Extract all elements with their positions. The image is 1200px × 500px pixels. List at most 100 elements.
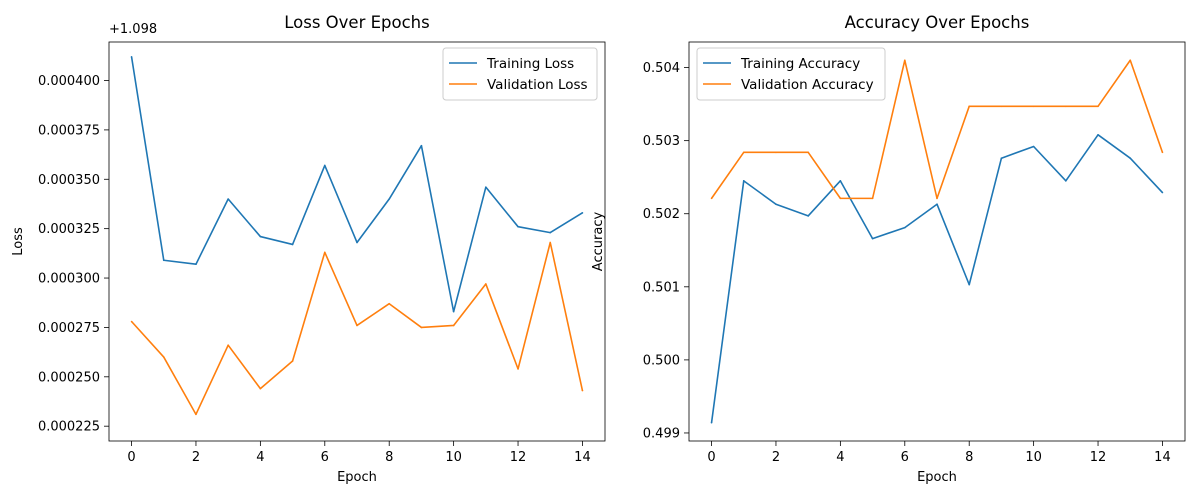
- chart1-data-point-training-accuracy: [807, 215, 809, 217]
- chart0-y-tick-label: 0.000375: [38, 123, 100, 138]
- chart0-y-tick-label: 0.000250: [38, 370, 100, 385]
- chart1-data-point-training-accuracy: [1000, 157, 1003, 159]
- chart1-y-tick-label: 0.503: [643, 134, 680, 149]
- chart1-data-point-validation-accuracy: [903, 59, 906, 62]
- chart0-data-point-training-loss: [420, 144, 423, 147]
- chart0-axes-frame: [108, 41, 606, 442]
- chart1-data-point-validation-accuracy: [1161, 151, 1164, 154]
- chart1-series-line-training-accuracy: [710, 134, 1164, 423]
- chart1-data-point-training-accuracy: [1032, 145, 1035, 148]
- chart1-data-point-training-accuracy: [1129, 157, 1132, 159]
- chart0-data-point-training-loss: [130, 56, 133, 58]
- chart0-data-point-training-loss: [517, 225, 519, 228]
- chart1-y-tick-label: 0.504: [643, 61, 680, 76]
- chart1-data-point-training-accuracy: [1161, 191, 1164, 194]
- chart1-data-point-validation-accuracy: [710, 197, 713, 200]
- chart0-data-point-training-loss: [581, 212, 584, 214]
- chart1-data-point-training-accuracy: [936, 203, 938, 206]
- chart0-y-axis-label: Loss: [11, 227, 26, 256]
- chart0-data-point-validation-loss: [388, 302, 391, 305]
- chart0-data-point-training-loss: [259, 235, 262, 238]
- chart0-data-point-validation-loss: [227, 344, 229, 347]
- chart1-data-point-training-accuracy: [839, 180, 842, 182]
- chart1-data-point-validation-accuracy: [936, 197, 938, 200]
- chart1-data-point-validation-accuracy: [968, 105, 971, 108]
- chart1-x-tick-label: 0: [707, 450, 715, 465]
- chart0-data-point-training-loss: [549, 231, 552, 234]
- chart1-data-point-validation-accuracy: [1032, 105, 1035, 108]
- chart0-x-tick-label: 4: [256, 450, 264, 465]
- chart0-x-tick-label: 2: [192, 450, 200, 465]
- chart1-legend-label-validation-accuracy: Validation Accuracy: [741, 77, 874, 93]
- chart0-x-tick-label: 8: [385, 450, 393, 465]
- chart0-data-point-validation-loss: [323, 251, 326, 254]
- chart0-data-point-validation-loss: [420, 326, 423, 329]
- chart0-x-tick-label: 6: [321, 450, 329, 465]
- chart0-data-point-training-loss: [291, 243, 294, 246]
- chart0-data-point-training-loss: [356, 241, 358, 244]
- chart0-x-tick-label: 10: [445, 450, 462, 465]
- chart1-data-point-validation-accuracy: [871, 197, 874, 200]
- chart1-data-point-training-accuracy: [1097, 134, 1099, 136]
- chart1-data-point-training-accuracy: [742, 180, 745, 182]
- chart0-y-tick-label: 0.000350: [38, 173, 100, 188]
- chart0-y-tick-label: 0.000400: [38, 74, 100, 89]
- chart0-legend-box: [442, 47, 598, 101]
- chart1-y-tick-label: 0.500: [643, 353, 680, 368]
- chart0-data-point-validation-loss: [291, 360, 294, 362]
- chart1-data-point-validation-accuracy: [775, 151, 777, 154]
- chart1-x-tick-label: 4: [836, 450, 844, 465]
- chart0-data-point-validation-loss: [162, 356, 165, 358]
- chart1-axes-frame: [688, 41, 1186, 442]
- chart0-data-point-validation-loss: [581, 389, 584, 392]
- chart0-data-point-training-loss: [162, 259, 165, 262]
- chart1-x-axis-label: Epoch: [917, 470, 957, 485]
- chart1-data-point-training-accuracy: [903, 226, 906, 229]
- chart1-y-axis-label: Accuracy: [591, 212, 606, 272]
- chart1-data-point-validation-accuracy: [742, 151, 745, 154]
- chart1-x-tick-label: 8: [965, 450, 973, 465]
- chart1-x-tick-label: 14: [1154, 450, 1171, 465]
- chart1-legend: Training Accuracy Validation Accuracy: [696, 47, 886, 101]
- chart1-y-tick-label: 0.501: [643, 280, 680, 295]
- chart1-data-point-training-accuracy: [968, 283, 971, 286]
- chart1-title: Accuracy Over Epochs: [845, 13, 1030, 32]
- chart1-data-point-training-accuracy: [871, 237, 874, 240]
- chart0-x-tick-label: 12: [510, 450, 527, 465]
- chart0-legend-label-validation-loss: Validation Loss: [487, 77, 588, 93]
- chart0-y-tick-label: 0.000275: [38, 321, 100, 336]
- chart1-x-tick-label: 2: [772, 450, 780, 465]
- chart0-x-axis-label: Epoch: [337, 470, 377, 485]
- chart0-data-point-training-loss: [388, 198, 391, 200]
- loss-chart-panel: 0 2 4 6 8 10 12 14 0.000225 0.000250 0.000275 0.000…: [11, 13, 606, 485]
- chart0-data-point-validation-loss: [549, 241, 552, 244]
- chart0-data-point-training-loss: [452, 310, 455, 313]
- accuracy-chart-panel: 0 2 4 6 8 10 12 14 0.499 0.500 0.501 0.502 0.503 0.50…: [591, 13, 1186, 485]
- chart0-x-tick-label: 14: [574, 450, 591, 465]
- chart0-data-point-training-loss: [323, 164, 326, 167]
- chart1-x-tick-label: 6: [901, 450, 909, 465]
- chart1-data-point-training-accuracy: [1065, 180, 1067, 182]
- chart1-y-tick-label: 0.499: [643, 426, 680, 441]
- chart0-data-point-validation-loss: [130, 320, 133, 323]
- chart0-title: Loss Over Epochs: [284, 13, 430, 32]
- chart1-data-point-validation-accuracy: [1129, 59, 1132, 62]
- chart1-legend-label-training-accuracy: Training Accuracy: [740, 56, 860, 72]
- chart1-y-tick-label: 0.502: [643, 207, 680, 222]
- chart0-data-point-validation-loss: [452, 324, 455, 327]
- chart0-data-point-validation-loss: [517, 368, 519, 370]
- chart1-x-tick-label: 10: [1025, 450, 1042, 465]
- chart1-data-point-validation-accuracy: [1000, 105, 1003, 108]
- chart0-data-point-validation-loss: [356, 324, 358, 327]
- chart0-legend-label-training-loss: Training Loss: [486, 56, 574, 72]
- chart0-y-tick-label: 0.000325: [38, 222, 100, 237]
- chart0-data-point-training-loss: [485, 186, 487, 188]
- chart0-y-tick-label: 0.000300: [38, 272, 100, 287]
- chart0-data-point-validation-loss: [195, 413, 197, 416]
- chart0-legend: Training Loss Validation Loss: [442, 47, 598, 101]
- chart0-data-point-validation-loss: [259, 387, 262, 390]
- chart0-y-offset-label: +1.098: [109, 22, 157, 37]
- chart1-data-point-validation-accuracy: [1097, 105, 1099, 108]
- chart1-data-point-validation-accuracy: [1065, 105, 1067, 108]
